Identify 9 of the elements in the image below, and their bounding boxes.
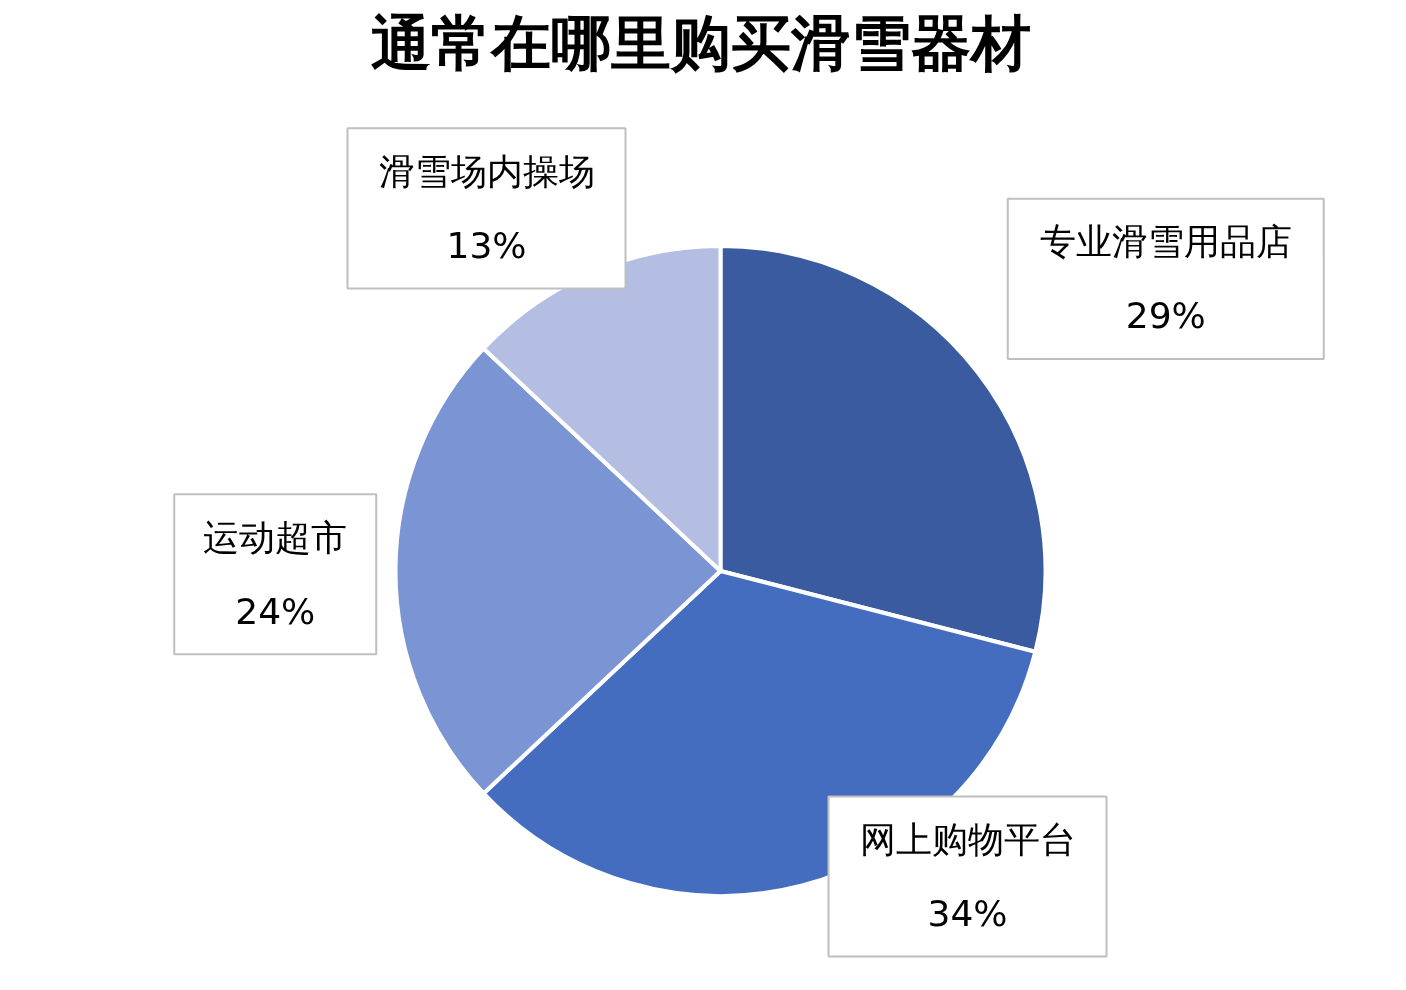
chart-title: 通常在哪里购买滑雪器材 [370, 7, 1031, 78]
slice-label: 网上购物平台 [859, 819, 1076, 861]
data-label: 29% [1125, 295, 1206, 337]
data-label: 24% [235, 590, 316, 632]
slice-label: 运动超市 [203, 516, 348, 558]
slice-label: 滑雪场内操场 [378, 150, 595, 192]
data-label: 13% [446, 224, 527, 266]
slice-label: 专业滑雪用品店 [1039, 221, 1292, 263]
data-label: 34% [927, 892, 1008, 934]
